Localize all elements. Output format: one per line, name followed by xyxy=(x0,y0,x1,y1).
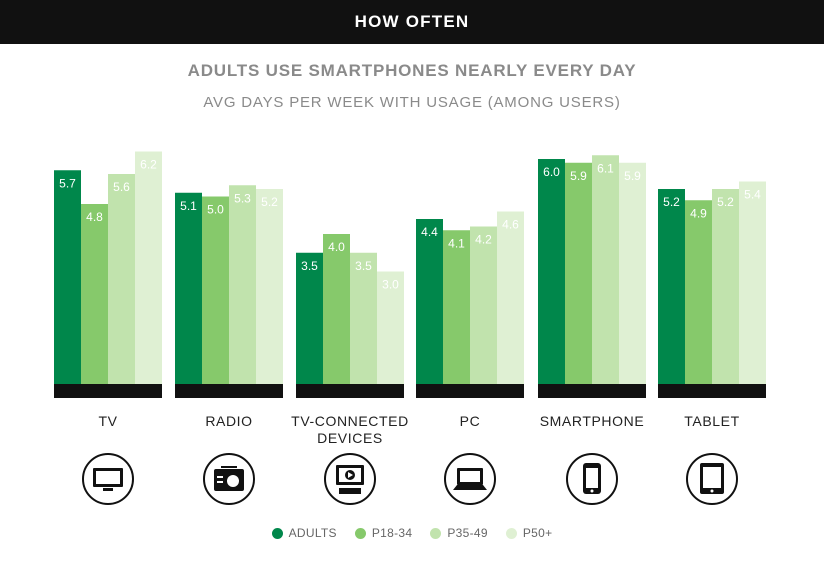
data-label: 5.0 xyxy=(207,203,224,217)
x-tick-label: DEVICES xyxy=(317,430,383,446)
data-label: 4.4 xyxy=(421,225,438,239)
data-label: 5.9 xyxy=(570,169,587,183)
bar-base xyxy=(538,384,646,398)
data-label: 5.2 xyxy=(261,195,278,209)
bar xyxy=(565,162,592,384)
data-label: 3.5 xyxy=(355,259,372,273)
data-label: 6.0 xyxy=(543,165,560,179)
data-label: 3.0 xyxy=(382,278,399,292)
smartphone-icon xyxy=(566,453,618,505)
x-tick-label: TV xyxy=(98,413,117,429)
legend: ADULTS P18-34 P35-49 P50+ xyxy=(0,526,824,540)
data-label: 4.6 xyxy=(502,218,519,232)
data-label: 5.9 xyxy=(624,169,641,183)
bar-base xyxy=(416,384,524,398)
bar-chart: 5.7 4.8 5.6 6.2 TV 5.1 5.0 5.3 5.2 RADIO 3.5 4.0 3.5… xyxy=(54,151,766,505)
legend-item: P50+ xyxy=(505,526,553,540)
bar xyxy=(470,226,497,384)
data-label: 5.7 xyxy=(59,176,76,190)
legend-swatch xyxy=(505,527,517,539)
bar xyxy=(256,189,283,384)
data-label: 4.1 xyxy=(448,236,465,250)
tablet-icon xyxy=(686,453,738,505)
x-tick-label: SMARTPHONE xyxy=(540,413,645,429)
bar-base xyxy=(658,384,766,398)
legend-swatch xyxy=(354,527,366,539)
bar xyxy=(658,189,685,384)
data-label: 5.3 xyxy=(234,191,251,205)
laptop-icon xyxy=(444,453,496,505)
data-label: 5.6 xyxy=(113,180,130,194)
chart-subtitle: AVG DAYS PER WEEK WITH USAGE (AMONG USER… xyxy=(203,94,621,111)
header-title: HOW OFTEN xyxy=(354,12,470,31)
data-label: 6.1 xyxy=(597,161,614,175)
x-tick-label: PC xyxy=(460,413,481,429)
bar xyxy=(175,192,202,384)
data-label: 4.0 xyxy=(328,240,345,254)
bar xyxy=(619,162,646,384)
tv-connected-device-icon xyxy=(324,453,376,505)
bar xyxy=(538,159,565,384)
bar xyxy=(296,252,323,384)
x-tick-label: TV-CONNECTED xyxy=(291,413,409,429)
chart-title: ADULTS USE SMARTPHONES NEARLY EVERY DAY xyxy=(187,61,637,80)
legend-label: P18-34 xyxy=(371,526,413,540)
data-label: 5.1 xyxy=(180,199,197,213)
data-label: 4.8 xyxy=(86,210,103,224)
bar xyxy=(712,189,739,384)
data-label: 5.2 xyxy=(717,195,734,209)
data-label: 4.9 xyxy=(690,206,707,220)
data-label: 5.4 xyxy=(744,188,761,202)
legend-item: P35-49 xyxy=(430,526,488,540)
legend-item: ADULTS xyxy=(271,526,337,540)
bar xyxy=(497,211,524,384)
bar xyxy=(416,219,443,384)
legend-label: ADULTS xyxy=(288,526,337,540)
bar-base xyxy=(54,384,162,398)
x-tick-label: TABLET xyxy=(684,413,739,429)
bar xyxy=(592,155,619,384)
bar xyxy=(54,170,81,384)
legend-label: P35-49 xyxy=(447,526,488,540)
bar xyxy=(350,252,377,384)
data-label: 5.2 xyxy=(663,195,680,209)
tv-icon xyxy=(82,453,134,505)
bar xyxy=(229,185,256,384)
bar xyxy=(108,174,135,384)
legend-label: P50+ xyxy=(522,526,553,540)
bar xyxy=(81,204,108,384)
x-tick-label: RADIO xyxy=(205,413,252,429)
data-label: 6.2 xyxy=(140,158,157,172)
legend-item: P18-34 xyxy=(354,526,413,540)
bar xyxy=(443,230,470,384)
legend-swatch xyxy=(271,527,283,539)
data-label: 4.2 xyxy=(475,233,492,247)
bar xyxy=(685,200,712,384)
header-bar: HOW OFTEN xyxy=(0,0,824,44)
bar-base xyxy=(175,384,283,398)
bar xyxy=(739,181,766,384)
bar-base xyxy=(296,384,404,398)
bar xyxy=(377,271,404,384)
radio-icon xyxy=(203,453,255,505)
data-label: 3.5 xyxy=(301,259,318,273)
bar xyxy=(323,234,350,384)
legend-swatch xyxy=(430,527,442,539)
bar xyxy=(202,196,229,384)
bar xyxy=(135,151,162,384)
